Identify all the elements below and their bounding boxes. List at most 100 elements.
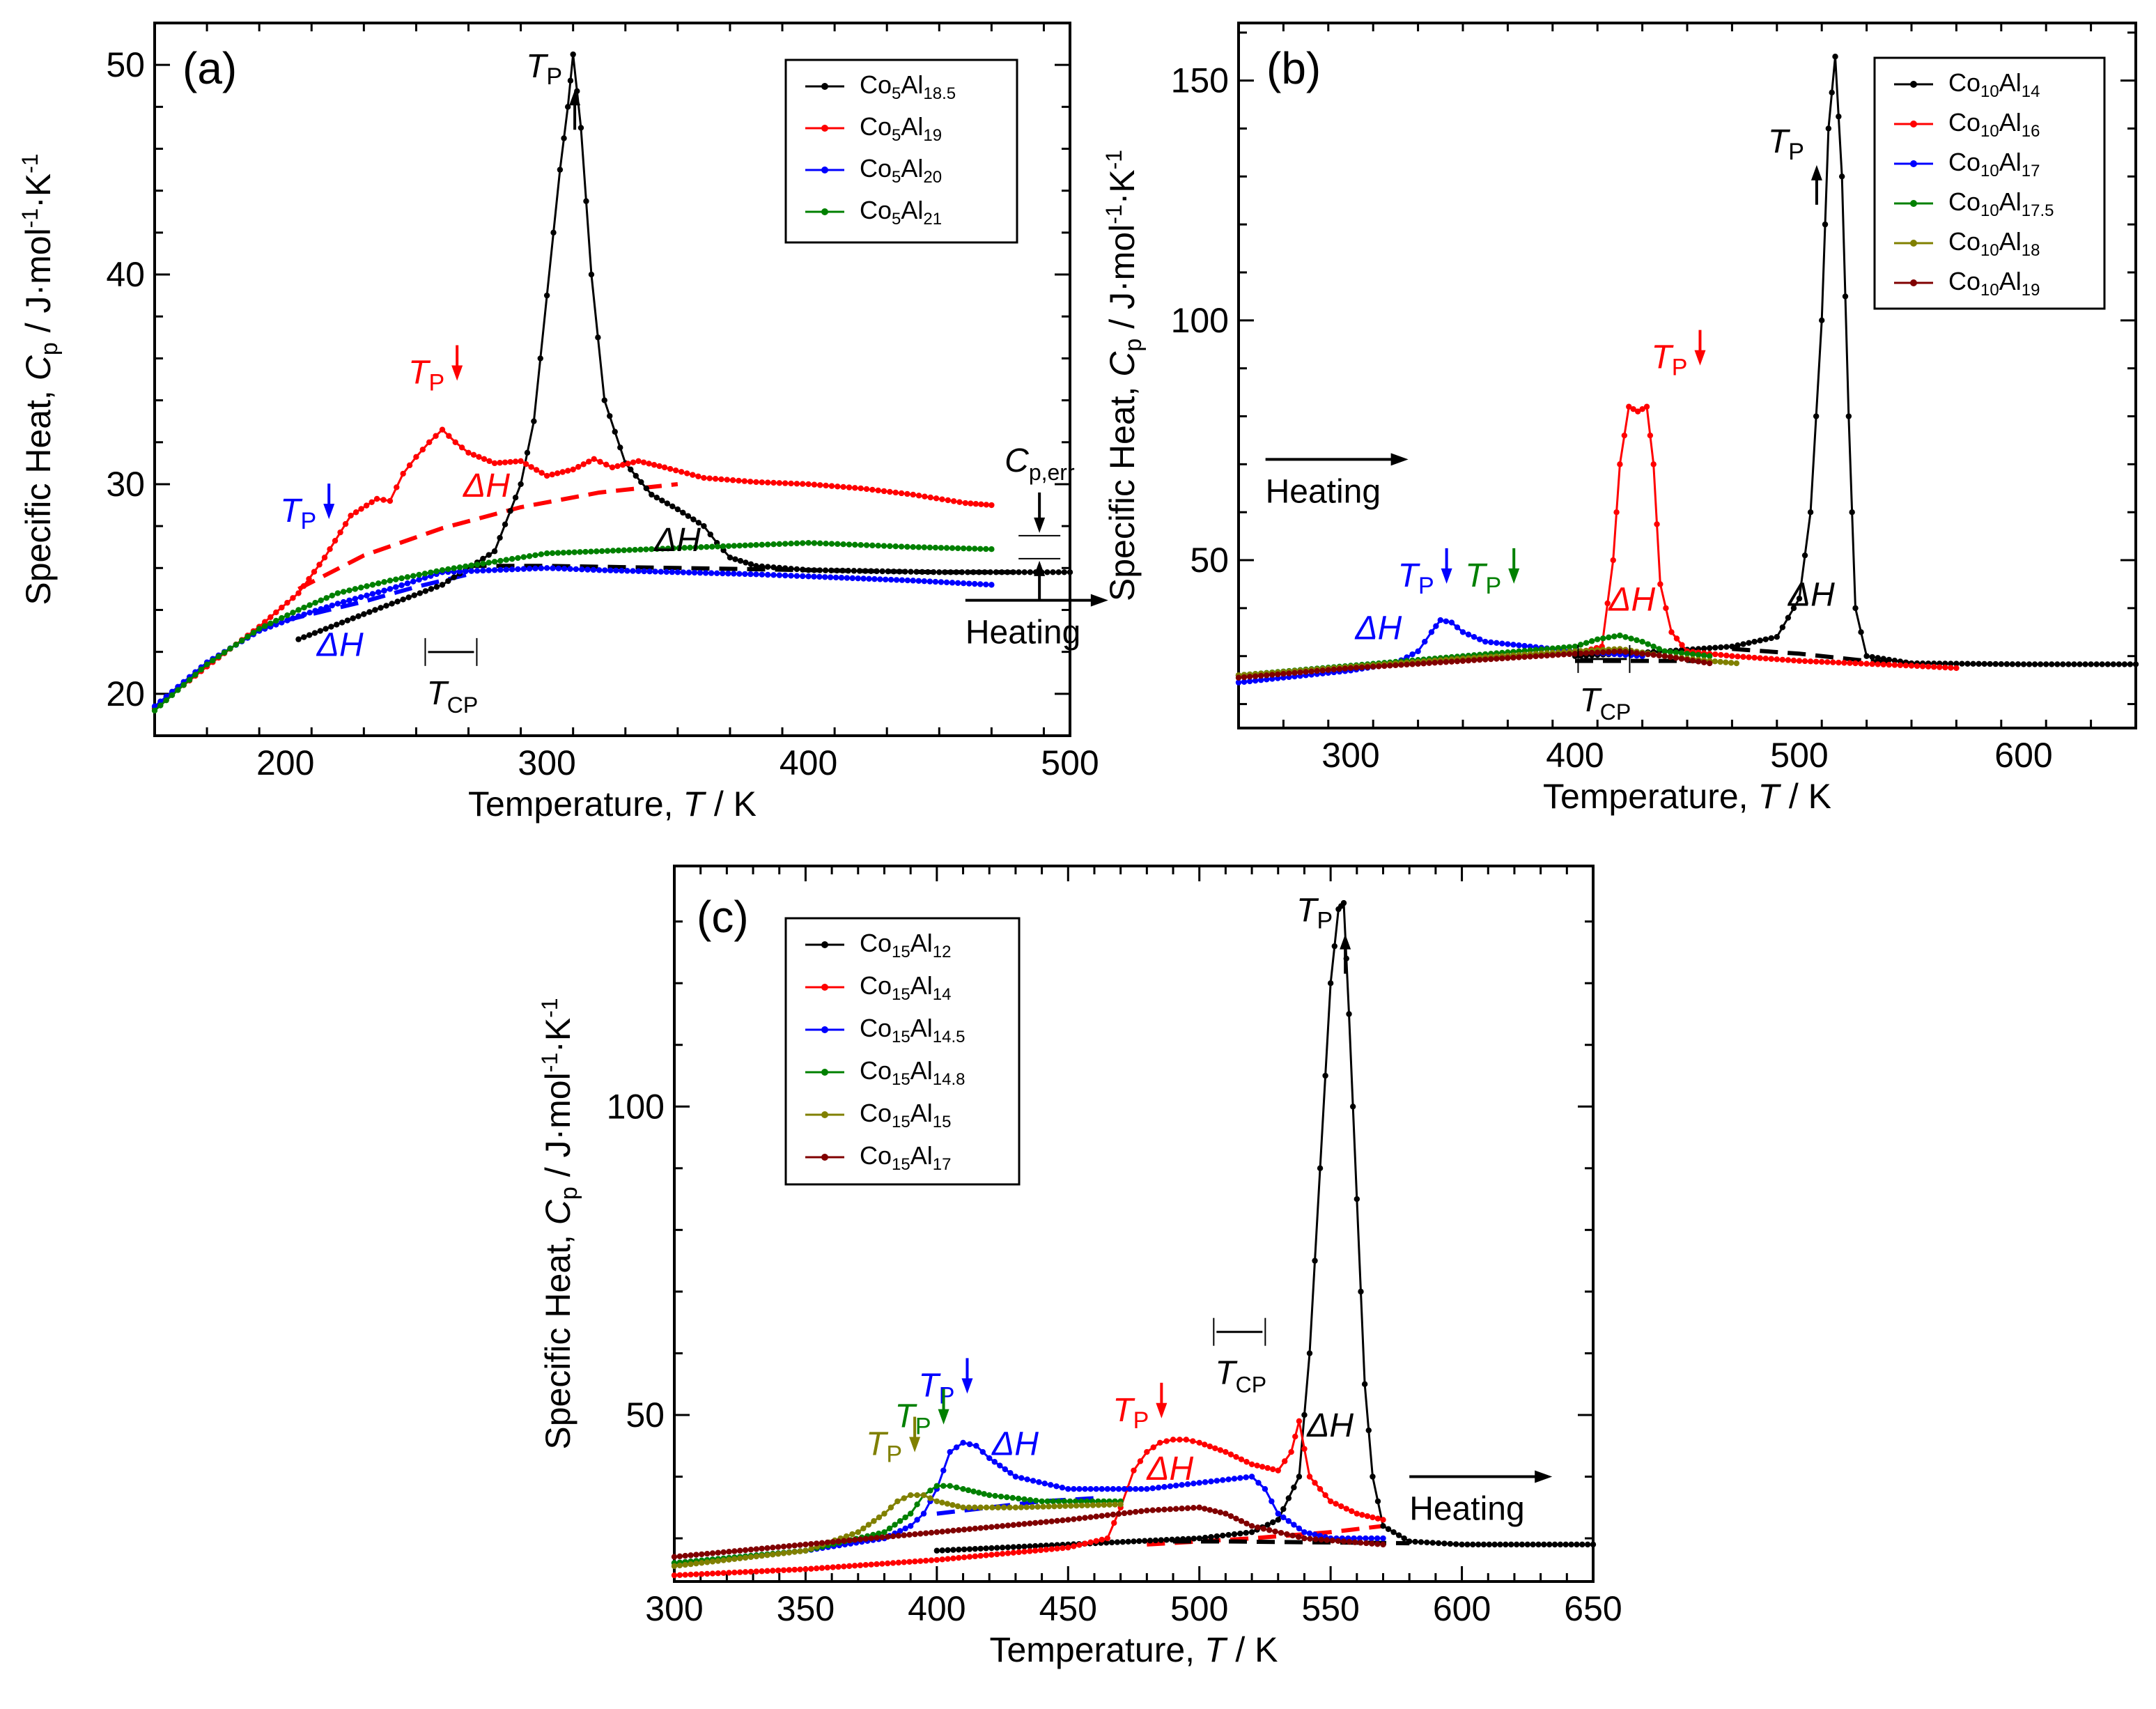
data-point — [1072, 1498, 1079, 1505]
data-point — [398, 582, 405, 589]
data-point — [1110, 1511, 1117, 1518]
data-point — [881, 543, 887, 549]
annotation-cp-err: Cp,err — [1005, 442, 1075, 485]
data-point — [1643, 403, 1650, 410]
data-point — [862, 1562, 869, 1568]
data-point — [1312, 1480, 1318, 1486]
data-point — [1231, 1476, 1238, 1482]
data-point — [1213, 1533, 1220, 1540]
data-point — [1024, 1476, 1030, 1483]
data-point — [1010, 1544, 1016, 1550]
data-point — [1207, 1443, 1213, 1450]
data-point — [1018, 1475, 1025, 1481]
data-point — [1829, 89, 1835, 96]
data-point — [433, 584, 440, 590]
data-point — [1223, 1510, 1229, 1517]
data-point — [742, 571, 748, 578]
baseline-dashed — [1732, 647, 1912, 666]
data-point — [904, 490, 910, 497]
data-point — [852, 485, 858, 491]
annotation-tp: TP — [1112, 1392, 1149, 1434]
data-point — [687, 544, 693, 551]
data-point — [835, 1538, 842, 1545]
data-point — [1208, 1533, 1214, 1540]
data-point — [1437, 659, 1443, 665]
data-point — [372, 607, 378, 613]
data-point — [1331, 943, 1337, 950]
data-point — [163, 697, 169, 704]
data-point — [1700, 659, 1707, 665]
data-point — [1398, 662, 1404, 668]
data-point — [387, 586, 394, 592]
data-point — [1369, 1540, 1375, 1547]
data-point — [913, 569, 920, 575]
data-point — [939, 496, 945, 502]
data-point — [1998, 660, 2004, 667]
data-point — [491, 567, 498, 573]
data-point — [1233, 1515, 1239, 1522]
data-point — [805, 573, 812, 580]
data-point — [486, 458, 493, 465]
data-point — [380, 497, 387, 503]
data-point — [780, 1550, 787, 1556]
data-point — [1657, 581, 1663, 587]
data-point — [1590, 1541, 1597, 1548]
data-point — [1634, 408, 1641, 415]
data-point — [1275, 1517, 1281, 1523]
data-point — [649, 491, 655, 498]
data-point — [932, 544, 939, 551]
data-point — [920, 1510, 927, 1517]
data-point — [1248, 1529, 1255, 1536]
data-point — [701, 523, 707, 529]
data-point — [543, 550, 550, 557]
data-point — [753, 541, 759, 548]
data-point — [1227, 1513, 1234, 1519]
data-point — [892, 489, 899, 496]
legend-marker — [821, 1026, 828, 1033]
data-point — [1152, 1537, 1159, 1544]
data-point — [1361, 1381, 1368, 1387]
data-point — [823, 540, 829, 547]
annotation-tp: TP — [918, 1367, 954, 1409]
data-point — [528, 464, 534, 470]
data-point — [1448, 658, 1455, 665]
data-point — [840, 541, 846, 548]
data-point — [1435, 1540, 1442, 1547]
data-point — [518, 481, 524, 488]
data-point — [491, 548, 498, 555]
data-point — [786, 1542, 793, 1549]
data-point — [486, 552, 492, 558]
data-point — [1044, 1498, 1050, 1505]
data-point — [953, 1484, 960, 1491]
data-point — [1252, 677, 1259, 684]
data-point — [1291, 1522, 1297, 1528]
data-point — [1183, 1437, 1190, 1443]
data-point — [972, 501, 979, 507]
data-point — [352, 586, 359, 592]
data-point — [1082, 1485, 1088, 1492]
data-point — [1406, 1538, 1413, 1545]
data-point — [1583, 640, 1590, 647]
annotation-delta-h: ΔH — [1608, 581, 1655, 618]
data-point — [759, 1545, 765, 1552]
data-point — [579, 566, 585, 573]
data-point — [1054, 1545, 1060, 1552]
data-point — [1762, 655, 1769, 662]
data-point — [887, 576, 894, 583]
data-point — [393, 576, 399, 582]
data-point — [945, 1547, 951, 1554]
data-point — [697, 569, 704, 576]
data-point — [1604, 600, 1611, 607]
data-point — [433, 433, 439, 439]
data-point — [800, 566, 806, 573]
data-point — [649, 546, 655, 552]
data-point — [267, 614, 274, 620]
data-point — [1155, 1485, 1162, 1491]
data-point — [238, 637, 245, 644]
data-point — [908, 569, 914, 575]
data-point — [1521, 642, 1528, 649]
data-point — [897, 1518, 903, 1524]
data-point — [693, 1560, 699, 1567]
data-point — [1158, 1537, 1164, 1543]
data-point — [960, 1504, 966, 1510]
